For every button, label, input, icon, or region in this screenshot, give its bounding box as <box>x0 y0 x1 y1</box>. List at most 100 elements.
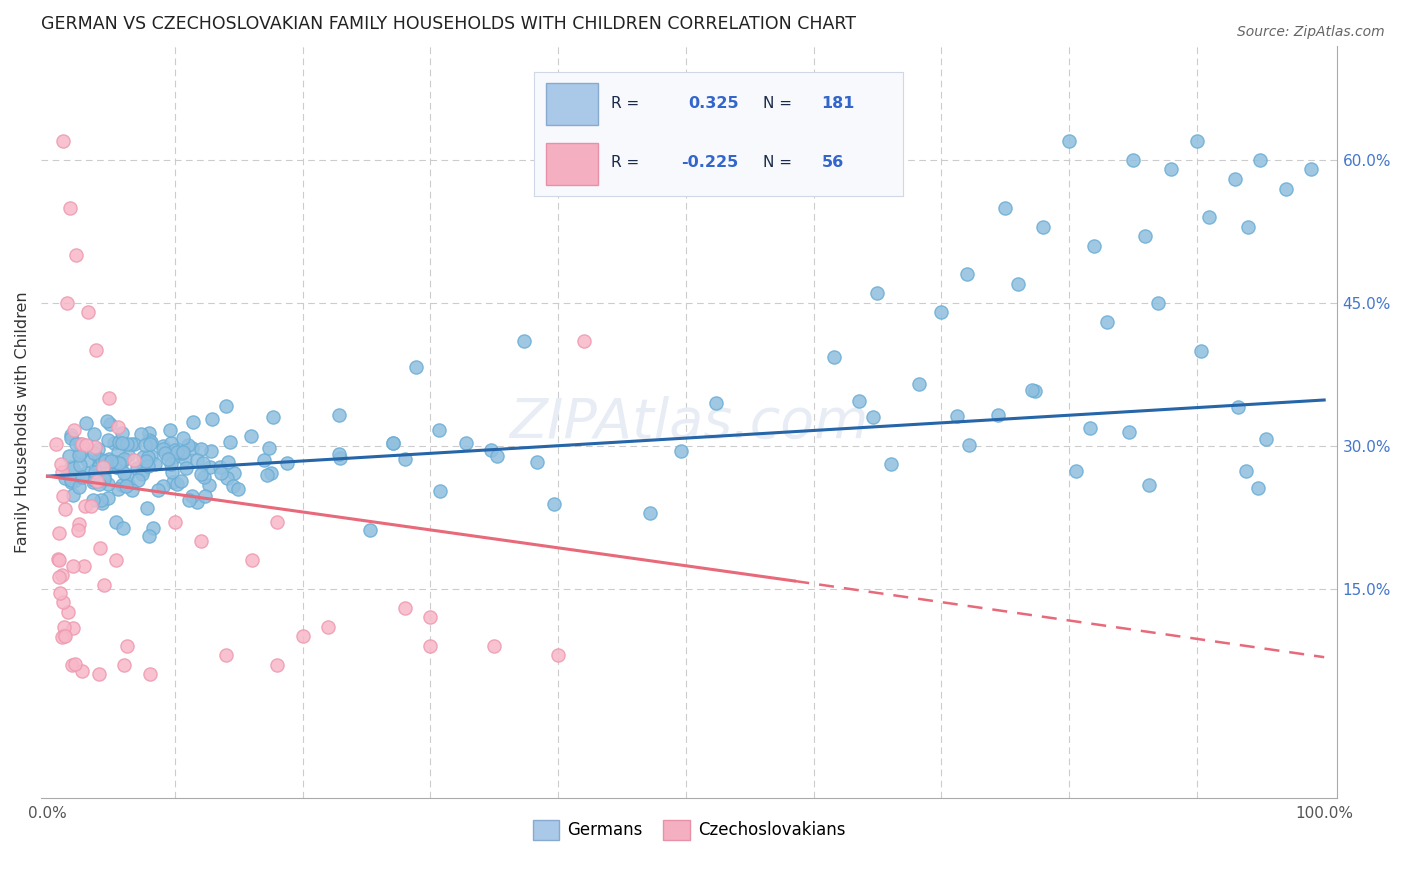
Point <box>394 451 416 466</box>
Point <box>48 526 70 541</box>
Point <box>1185 134 1208 148</box>
Point <box>104 460 127 475</box>
Point <box>1247 481 1270 495</box>
Point <box>427 423 450 437</box>
Point <box>228 482 250 496</box>
Point <box>107 482 129 496</box>
Point <box>53 628 76 642</box>
Point <box>75 466 97 480</box>
Point <box>112 657 135 672</box>
Point <box>359 523 381 537</box>
Point <box>53 501 76 516</box>
Point <box>1198 210 1220 224</box>
Point <box>103 436 125 450</box>
Point <box>59 473 82 487</box>
Point <box>1083 238 1105 252</box>
Point <box>157 452 180 467</box>
Point <box>82 475 104 490</box>
Point <box>97 433 120 447</box>
Point <box>382 436 405 450</box>
Point <box>1249 153 1271 167</box>
Point <box>70 437 93 451</box>
Point <box>219 435 242 450</box>
Point <box>160 457 183 471</box>
Point <box>112 466 135 480</box>
Point <box>162 465 184 479</box>
Point <box>572 334 595 348</box>
Point <box>209 467 232 481</box>
Legend: Germans, Czechoslovakians: Germans, Czechoslovakians <box>526 814 852 847</box>
Point <box>328 447 350 461</box>
Point <box>90 496 112 510</box>
Point <box>907 377 929 392</box>
Point <box>266 515 288 529</box>
Point <box>165 442 187 457</box>
Point <box>87 477 110 491</box>
Point <box>929 305 952 319</box>
Point <box>107 456 129 470</box>
Point <box>122 436 145 450</box>
Point <box>186 495 208 509</box>
Point <box>53 471 76 485</box>
Point <box>55 296 77 310</box>
Point <box>83 440 105 454</box>
Point <box>136 450 159 464</box>
Point <box>253 452 276 467</box>
Point <box>862 409 884 424</box>
Point <box>107 460 129 475</box>
Point <box>152 442 174 456</box>
Point <box>957 438 980 452</box>
Point <box>67 516 90 531</box>
Point <box>1160 162 1182 177</box>
Point <box>62 488 84 502</box>
Point <box>110 457 132 471</box>
Point <box>172 432 194 446</box>
Point <box>107 458 129 472</box>
Point <box>87 667 110 681</box>
Point <box>191 456 214 470</box>
Point <box>200 459 222 474</box>
Point <box>266 657 288 672</box>
Point <box>177 493 200 508</box>
Point <box>823 351 845 365</box>
Point <box>93 472 115 486</box>
Point <box>104 515 127 529</box>
Point <box>89 451 111 466</box>
Point <box>122 452 145 467</box>
Point <box>1256 432 1278 446</box>
Point <box>70 470 93 484</box>
Point <box>419 639 441 653</box>
Point <box>134 437 156 451</box>
Point <box>65 437 87 451</box>
Point <box>190 442 212 456</box>
Point <box>136 459 159 474</box>
Point <box>166 477 188 491</box>
Point <box>70 445 93 459</box>
Point <box>75 438 97 452</box>
Point <box>59 475 82 490</box>
Point <box>93 577 115 591</box>
Point <box>217 455 239 469</box>
Point <box>262 409 284 424</box>
Point <box>198 478 221 492</box>
Point <box>1021 383 1043 397</box>
Point <box>1007 277 1029 291</box>
Point <box>419 610 441 624</box>
Point <box>256 467 278 482</box>
Point <box>1118 425 1140 439</box>
Point <box>87 442 110 456</box>
Point <box>117 477 139 491</box>
Point <box>59 431 82 445</box>
Point <box>59 428 82 442</box>
Point <box>193 470 215 484</box>
Point <box>215 471 238 485</box>
Point <box>201 412 224 426</box>
Point <box>58 605 80 619</box>
Point <box>222 466 245 480</box>
Point <box>59 201 82 215</box>
Point <box>138 529 160 543</box>
Point <box>543 497 565 511</box>
Point <box>97 477 120 491</box>
Text: GERMAN VS CZECHOSLOVAKIAN FAMILY HOUSEHOLDS WITH CHILDREN CORRELATION CHART: GERMAN VS CZECHOSLOVAKIAN FAMILY HOUSEHO… <box>41 15 856 33</box>
Point <box>107 445 129 459</box>
